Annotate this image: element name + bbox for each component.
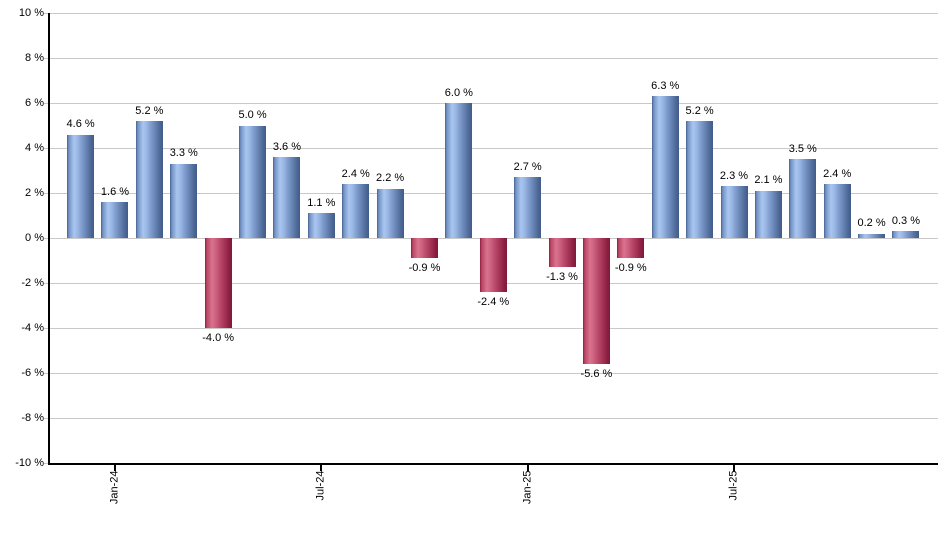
bar[interactable] bbox=[479, 238, 507, 292]
bar[interactable] bbox=[67, 134, 95, 238]
bar-value-label: 2.7 % bbox=[513, 160, 542, 173]
bar[interactable] bbox=[514, 177, 542, 238]
y-axis-tick bbox=[44, 462, 49, 464]
x-axis-tick-label: Jul-25 bbox=[727, 470, 740, 500]
x-axis-tick-label: Jul-24 bbox=[314, 470, 327, 500]
x-axis-tick-label: Jan-25 bbox=[521, 470, 534, 504]
y-axis-tick-label: -8 % bbox=[21, 411, 44, 424]
bar[interactable] bbox=[651, 96, 679, 238]
bar[interactable] bbox=[823, 184, 851, 238]
y-axis-tick-label: -6 % bbox=[21, 366, 44, 379]
bar-value-label: 3.6 % bbox=[272, 140, 301, 153]
x-axis-tick bbox=[320, 464, 323, 471]
gridline bbox=[48, 102, 938, 104]
y-axis-tick-label: 8 % bbox=[25, 51, 44, 64]
bar[interactable] bbox=[204, 238, 232, 328]
x-axis-tick bbox=[113, 464, 116, 471]
bar[interactable] bbox=[273, 157, 301, 238]
bar-value-label: 3.3 % bbox=[169, 147, 198, 160]
bar-value-label: 3.5 % bbox=[788, 142, 817, 155]
y-axis-tick bbox=[44, 417, 49, 419]
bar[interactable] bbox=[754, 190, 782, 238]
bar-value-label: 2.4 % bbox=[823, 167, 852, 180]
bar[interactable] bbox=[892, 231, 920, 238]
y-axis-tick bbox=[44, 327, 49, 329]
y-axis-tick-label: 10 % bbox=[18, 6, 44, 19]
bar[interactable] bbox=[411, 238, 438, 259]
bar-value-label: -5.6 % bbox=[580, 367, 613, 380]
bar-value-label: 4.6 % bbox=[66, 118, 95, 130]
bar-value-label: 2.1 % bbox=[754, 174, 783, 187]
bar[interactable] bbox=[376, 188, 404, 238]
y-axis-tick bbox=[44, 57, 49, 59]
gridline bbox=[48, 327, 938, 329]
gridline bbox=[48, 12, 938, 14]
y-axis-line bbox=[47, 13, 50, 465]
bar-value-label: 1.6 % bbox=[100, 185, 130, 198]
bar-value-label: 2.4 % bbox=[341, 167, 370, 180]
bar[interactable] bbox=[445, 103, 473, 238]
y-axis-tick-label: 4 % bbox=[25, 141, 44, 154]
y-axis-tick bbox=[44, 12, 49, 14]
x-axis-tick bbox=[733, 464, 735, 471]
bar-value-label: 5.2 % bbox=[685, 104, 714, 117]
bar-value-label: 0.3 % bbox=[891, 214, 921, 227]
x-axis-line bbox=[48, 462, 938, 465]
x-axis-tick bbox=[526, 464, 529, 471]
bar-value-label: -0.9 % bbox=[614, 261, 647, 274]
y-axis-tick-label: 6 % bbox=[25, 96, 44, 109]
x-axis-tick-label: Jan-24 bbox=[108, 470, 121, 504]
bar[interactable] bbox=[239, 125, 267, 238]
bar[interactable] bbox=[858, 233, 886, 238]
gridline bbox=[48, 147, 938, 149]
y-axis-tick bbox=[44, 237, 49, 239]
bar-value-label: -4.0 % bbox=[202, 331, 235, 344]
y-axis-tick bbox=[44, 102, 49, 104]
y-axis-tick-label: 0 % bbox=[25, 231, 44, 244]
bar[interactable] bbox=[617, 238, 645, 259]
gridline bbox=[48, 192, 938, 194]
bar-value-label: 6.3 % bbox=[651, 79, 680, 92]
bar[interactable] bbox=[307, 213, 335, 238]
bar-value-label: 5.2 % bbox=[135, 104, 164, 117]
bar-value-label: 2.3 % bbox=[719, 169, 749, 182]
bar-value-label: 6.0 % bbox=[444, 86, 473, 99]
bar[interactable] bbox=[101, 202, 129, 238]
y-axis-tick-label: -4 % bbox=[21, 321, 44, 334]
y-axis-tick-label: -2 % bbox=[21, 276, 44, 289]
gridline bbox=[48, 57, 938, 59]
bar-value-label: -0.9 % bbox=[408, 261, 441, 274]
bar-value-label: -1.3 % bbox=[546, 270, 578, 283]
y-axis-tick bbox=[44, 147, 49, 149]
y-axis-tick bbox=[44, 372, 49, 374]
bar-value-label: 1.1 % bbox=[307, 196, 336, 209]
bar[interactable] bbox=[582, 238, 610, 364]
bar[interactable] bbox=[686, 121, 714, 238]
bar-value-label: -2.4 % bbox=[477, 295, 510, 308]
y-axis-tick bbox=[44, 192, 49, 194]
bar[interactable] bbox=[720, 186, 748, 238]
bar[interactable] bbox=[789, 159, 817, 238]
bar-value-label: 5.0 % bbox=[238, 109, 267, 121]
y-axis-tick-label: -10 % bbox=[15, 456, 44, 469]
bar[interactable] bbox=[548, 238, 576, 268]
y-axis-tick-label: 2 % bbox=[25, 186, 44, 199]
bar[interactable] bbox=[170, 163, 198, 238]
bar[interactable] bbox=[342, 184, 370, 238]
bar[interactable] bbox=[135, 121, 163, 238]
y-axis-tick bbox=[44, 282, 49, 284]
bar-value-label: 2.2 % bbox=[376, 172, 405, 184]
gridline bbox=[48, 372, 938, 374]
bar-value-label: 0.2 % bbox=[857, 217, 886, 229]
gridline bbox=[48, 417, 938, 419]
